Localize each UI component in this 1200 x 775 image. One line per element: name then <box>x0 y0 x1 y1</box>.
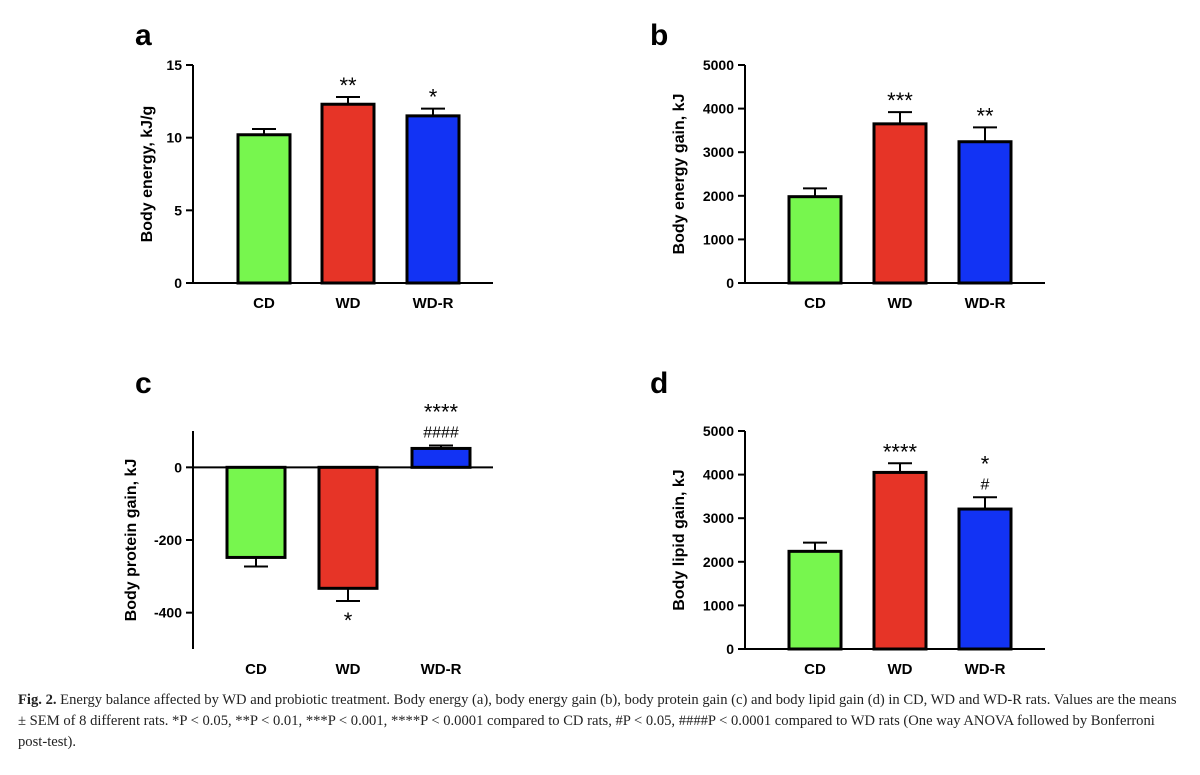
panel-letter: b <box>650 19 668 52</box>
panel-b: b 0 1000 2000 3000 4000 5000 Body energy gain, … <box>650 19 1045 312</box>
x-tick-label: WD-R <box>421 661 462 678</box>
significance-annotation: **** <box>883 439 918 464</box>
x-tick-label: WD-R <box>965 661 1006 678</box>
bar-wd <box>320 102 376 285</box>
bar-wd-r <box>957 507 1013 651</box>
panel-c: c -400 -200 0 Body protein gain, kJ CD * WD ####… <box>123 367 493 678</box>
significance-annotation: ** <box>339 73 357 98</box>
y-axis-label: Body protein gain, kJ <box>123 459 140 622</box>
y-axis-label: Body energy, kJ/g <box>139 106 156 243</box>
bar-cd <box>225 465 287 559</box>
y-tick-label: 0 <box>726 275 734 291</box>
y-tick-label: 5000 <box>703 57 734 73</box>
caption-text: Energy balance affected by WD and probio… <box>18 692 1177 750</box>
x-tick-label: WD <box>888 661 913 678</box>
x-tick-label: CD <box>804 295 826 312</box>
hash-annotation: #### <box>423 425 459 442</box>
panel-d: d 0 1000 2000 3000 4000 5000 Body lipid gain, k… <box>650 367 1045 678</box>
significance-annotation: * <box>981 451 990 476</box>
y-tick-label: 4000 <box>703 467 734 483</box>
y-tick-label: -200 <box>154 532 182 548</box>
y-tick-label: 3000 <box>703 144 734 160</box>
bar-wd <box>317 465 379 590</box>
significance-annotation: **** <box>424 400 459 425</box>
x-tick-label: CD <box>253 295 275 312</box>
bar-wd <box>872 470 928 651</box>
panel-letter: c <box>135 367 152 400</box>
x-tick-label: WD-R <box>965 295 1006 312</box>
figure-caption: Fig. 2. Energy balance affected by WD an… <box>18 690 1183 753</box>
bar-wd-r <box>405 114 461 285</box>
y-tick-label: 0 <box>174 459 182 475</box>
x-tick-label: WD <box>336 295 361 312</box>
x-tick-label: WD <box>888 295 913 312</box>
y-tick-label: 1000 <box>703 231 734 247</box>
y-axis-label: Body lipid gain, kJ <box>671 469 688 610</box>
bar-wd-r <box>957 140 1013 285</box>
bar-cd <box>787 195 843 285</box>
y-tick-label: 2000 <box>703 188 734 204</box>
significance-annotation: *** <box>887 88 913 113</box>
y-tick-label: -400 <box>154 605 182 621</box>
panel-a: a 0 5 10 15 Body energy, kJ/g CD ** WD * WD-R <box>135 19 493 312</box>
bar-wd-r <box>410 446 472 469</box>
significance-annotation: * <box>344 608 353 633</box>
y-tick-label: 0 <box>726 641 734 657</box>
bar-cd <box>236 133 292 285</box>
y-tick-label: 5 <box>174 202 182 218</box>
hash-annotation: # <box>981 476 990 493</box>
significance-annotation: ** <box>976 103 994 128</box>
x-tick-label: WD-R <box>413 295 454 312</box>
bar-wd <box>872 122 928 285</box>
y-tick-label: 15 <box>166 57 182 73</box>
y-tick-label: 0 <box>174 275 182 291</box>
y-tick-label: 2000 <box>703 554 734 570</box>
significance-annotation: * <box>429 85 438 110</box>
y-tick-label: 5000 <box>703 423 734 439</box>
y-tick-label: 1000 <box>703 597 734 613</box>
y-tick-label: 4000 <box>703 101 734 117</box>
y-tick-label: 3000 <box>703 510 734 526</box>
x-tick-label: CD <box>245 661 267 678</box>
x-tick-label: WD <box>336 661 361 678</box>
x-tick-label: CD <box>804 661 826 678</box>
bar-cd <box>787 549 843 651</box>
y-tick-label: 10 <box>166 130 182 146</box>
caption-label: Fig. 2. <box>18 692 57 708</box>
panel-letter: a <box>135 19 152 52</box>
y-axis-label: Body energy gain, kJ <box>671 94 688 255</box>
panel-letter: d <box>650 367 668 400</box>
